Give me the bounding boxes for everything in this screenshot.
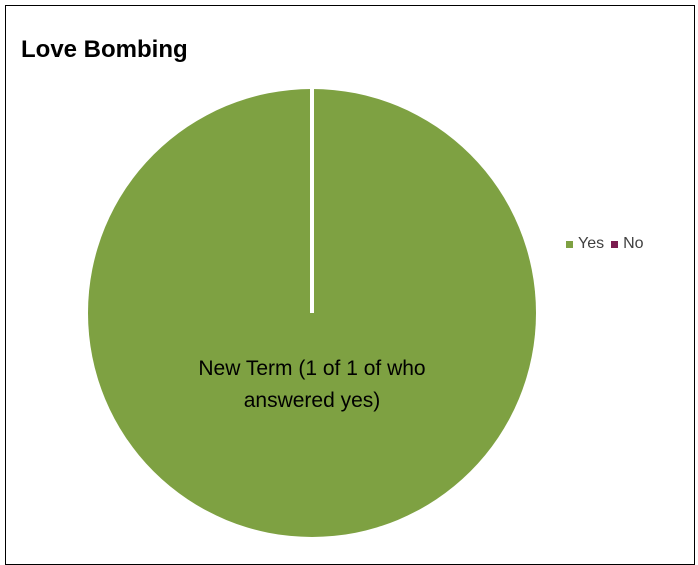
legend-swatch-no bbox=[611, 240, 619, 248]
legend: Yes No bbox=[566, 235, 651, 253]
legend-item-yes: Yes bbox=[566, 235, 604, 253]
slice-data-label: New Term (1 of 1 of who answered yes) bbox=[198, 357, 426, 412]
legend-label-yes: Yes bbox=[578, 235, 605, 252]
chart-title: Love Bombing bbox=[21, 36, 188, 63]
legend-item-no: No bbox=[611, 235, 644, 253]
pie-slices bbox=[88, 89, 536, 537]
legend-swatch-yes bbox=[566, 240, 573, 248]
legend-label-no: No bbox=[623, 235, 644, 252]
